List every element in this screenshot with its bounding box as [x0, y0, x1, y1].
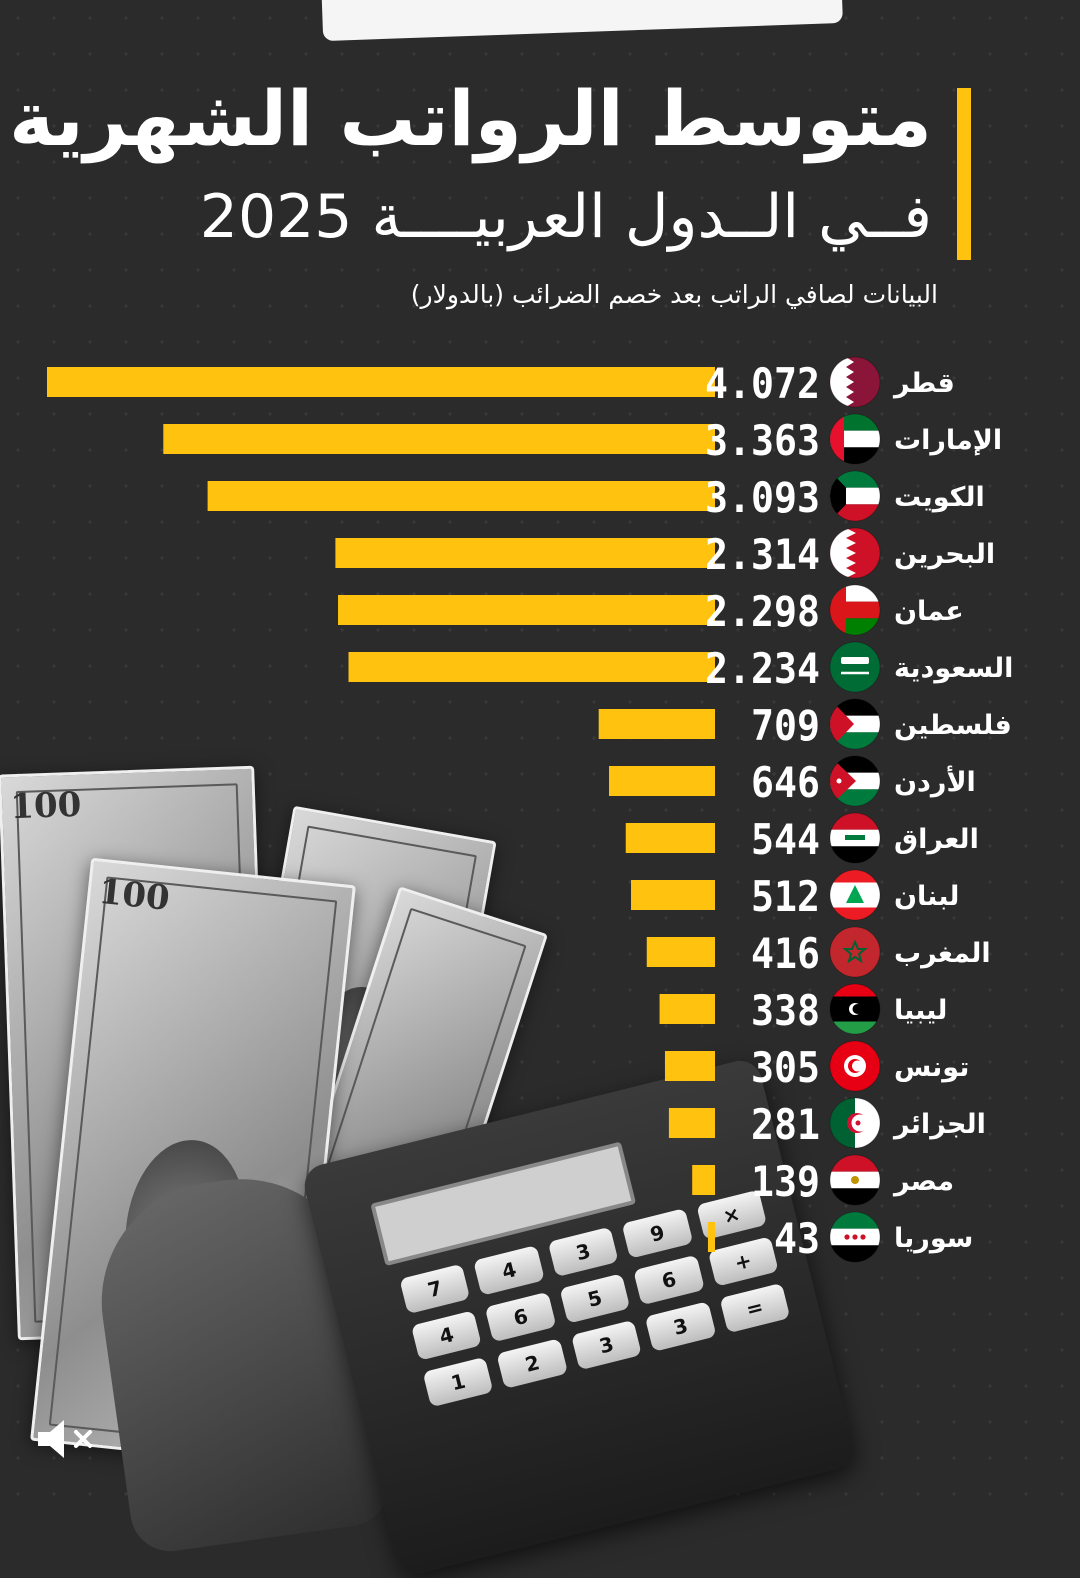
bar-14 [692, 1165, 715, 1195]
value-label: 646 [751, 758, 820, 807]
category-label: فلسطين [894, 710, 1012, 741]
value-label: 4.072 [705, 359, 820, 408]
value-label: 544 [751, 815, 820, 864]
value-label: 338 [751, 986, 820, 1035]
value-label: 709 [751, 701, 820, 750]
value-label: 512 [751, 872, 820, 921]
mute-button[interactable] [34, 1414, 98, 1464]
category-label: العراق [894, 824, 979, 855]
bar-4 [338, 595, 715, 625]
chart-row: 281 الجزائر [668, 1097, 986, 1149]
morocco-flag-icon [829, 926, 881, 978]
category-label: السعودية [894, 653, 1013, 684]
chart-row: 416 المغرب [646, 926, 991, 978]
category-label: سوريا [894, 1223, 973, 1254]
category-label: المغرب [894, 938, 991, 969]
category-label: ليبيا [894, 995, 947, 1026]
chart-row: 2.298 عمان [338, 584, 964, 636]
chart-row: 305 تونس [664, 1040, 969, 1092]
bar-15 [707, 1222, 715, 1252]
bar-2 [207, 481, 715, 511]
chart-row: 512 لبنان [631, 869, 959, 921]
category-label: لبنان [894, 881, 959, 912]
bar-10 [646, 937, 715, 967]
category-label: مصر [892, 1166, 954, 1197]
value-label: 43 [774, 1214, 820, 1263]
page-title: متوسط الرواتب الشهرية [9, 74, 932, 163]
bar-7 [609, 766, 715, 796]
chart-row: 646 الأردن [609, 755, 976, 807]
bar-9 [631, 880, 715, 910]
lebanon-flag-icon [829, 869, 881, 921]
qatar-flag-icon [829, 356, 881, 408]
value-label: 305 [751, 1043, 820, 1092]
chart-row: 544 العراق [625, 812, 979, 864]
bar-1 [163, 424, 715, 454]
algeria-flag-icon [829, 1097, 881, 1149]
oman-flag-icon [829, 584, 881, 636]
chart-row: 338 ليبيا [659, 983, 947, 1035]
category-label: الإمارات [894, 425, 1002, 456]
palestine-flag-icon [829, 698, 881, 750]
category-label: تونس [894, 1052, 969, 1083]
bar-11 [659, 994, 715, 1024]
libya-flag-icon [829, 983, 881, 1035]
value-label: 281 [751, 1100, 820, 1149]
value-label: 3.363 [705, 416, 820, 465]
uae-flag-icon [829, 413, 881, 465]
category-label: قطر [892, 368, 955, 399]
value-label: 139 [751, 1157, 820, 1206]
category-label: الجزائر [892, 1109, 986, 1140]
chart-row: 4.072 قطر [47, 356, 955, 408]
salary-bar-chart: 4.072 قطر 3.363 الإمارات 3.093 الكويت 2.314 الب… [47, 356, 1013, 1263]
value-label: 3.093 [705, 473, 820, 522]
bar-3 [335, 538, 715, 568]
page-title-year: فــي الــدول العربيــــة 2025 [199, 182, 932, 252]
category-label: الكويت [894, 482, 985, 513]
saudi-flag-icon [829, 641, 881, 693]
chart-row: 3.363 الإمارات [163, 413, 1002, 465]
chart-row: 2.234 السعودية [348, 641, 1013, 693]
value-label: 2.314 [705, 530, 820, 579]
speaker-muted-icon [38, 1420, 92, 1458]
bar-0 [47, 367, 715, 397]
kuwait-flag-icon [829, 470, 881, 522]
chart-row: 139 مصر [692, 1154, 954, 1206]
jordan-flag-icon [829, 755, 881, 807]
iraq-flag-icon [829, 812, 881, 864]
value-label: 416 [751, 929, 820, 978]
egypt-flag-icon [829, 1154, 881, 1206]
chart-row: 43 سوريا [707, 1211, 973, 1263]
bar-13 [668, 1108, 715, 1138]
title-accent-bar [957, 88, 971, 260]
bahrain-flag-icon [829, 527, 881, 579]
category-label: الأردن [894, 765, 976, 798]
chart-row: 2.314 البحرين [335, 527, 995, 579]
bar-6 [598, 709, 715, 739]
value-label: 2.298 [705, 587, 820, 636]
bar-5 [348, 652, 715, 682]
value-label: 2.234 [705, 644, 820, 693]
bar-8 [625, 823, 715, 853]
category-label: عمان [894, 596, 964, 627]
bar-12 [664, 1051, 715, 1081]
chart-subtitle: البيانات لصافي الراتب بعد خصم الضرائب (ب… [410, 280, 938, 309]
tunisia-flag-icon [829, 1040, 881, 1092]
chart-row: 709 فلسطين [598, 698, 1012, 750]
chart-row: 3.093 الكويت [207, 470, 985, 522]
category-label: البحرين [894, 539, 995, 570]
syria-flag-icon [829, 1211, 881, 1263]
